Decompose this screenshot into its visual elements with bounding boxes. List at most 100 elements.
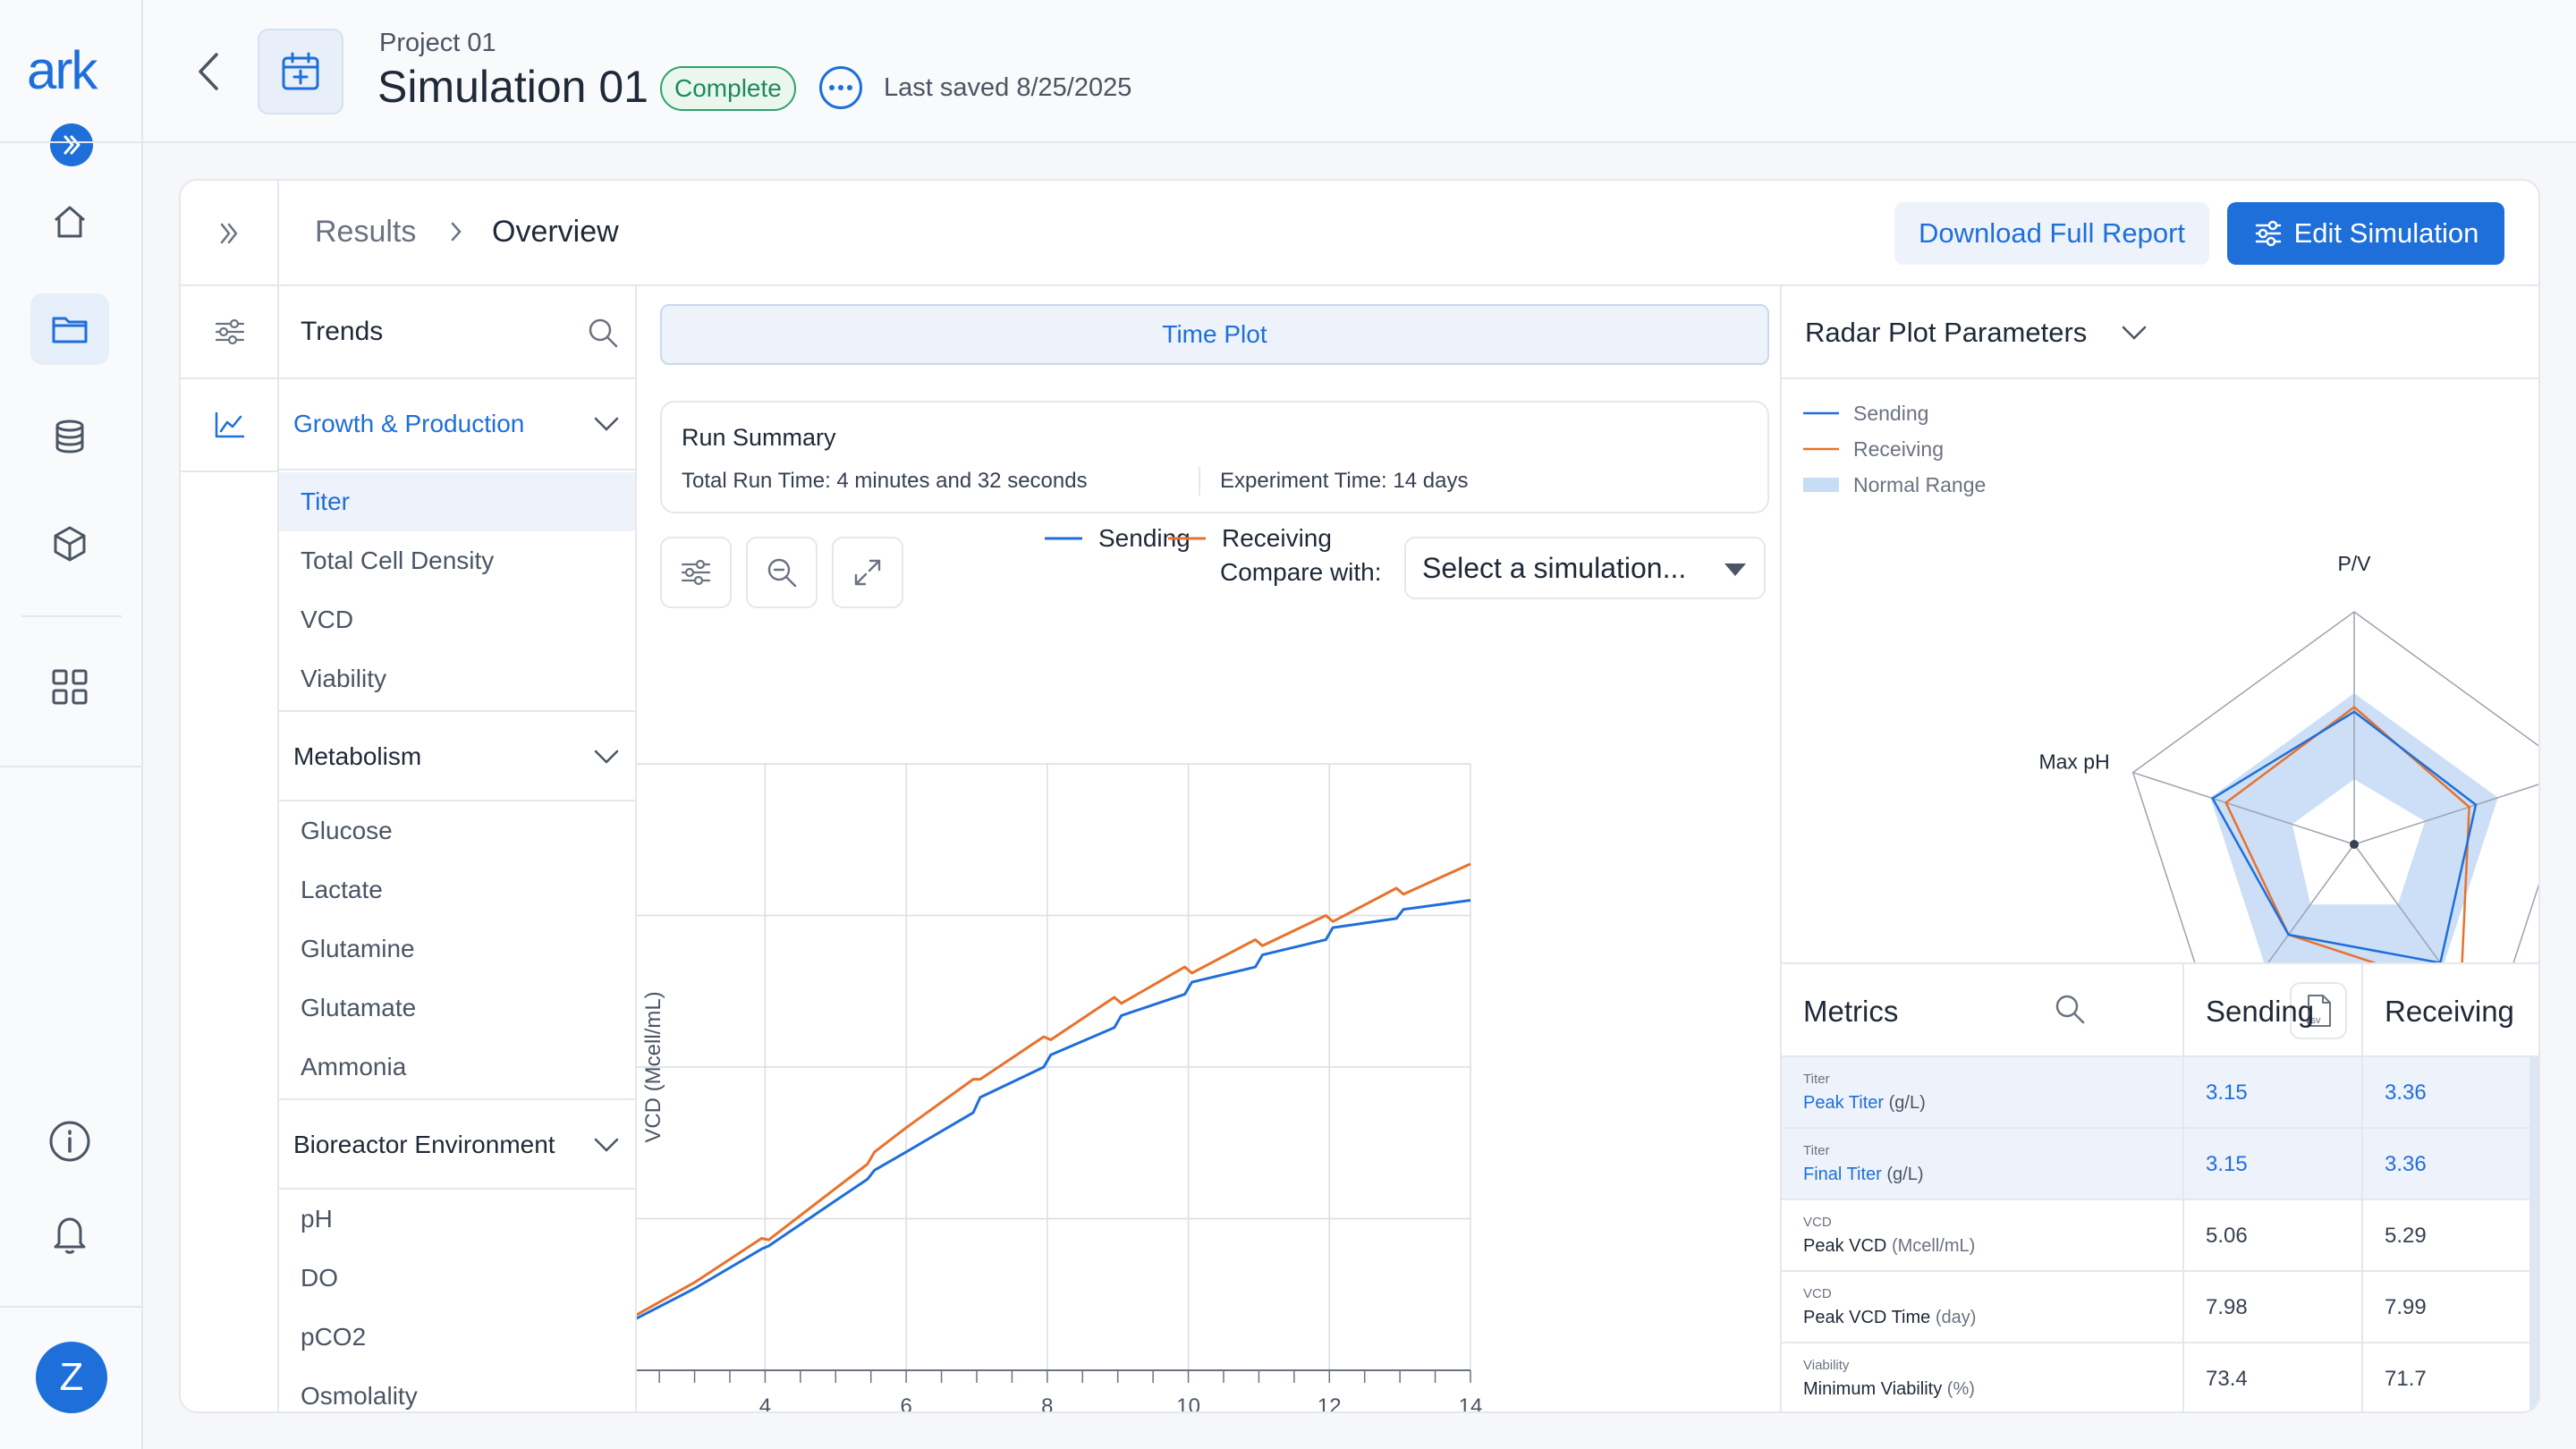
radar-spoke: [2353, 843, 2441, 962]
breadcrumb-results[interactable]: Results: [315, 215, 417, 249]
metric-unit: (%): [1946, 1379, 1975, 1399]
nav-info[interactable]: [30, 1106, 109, 1177]
trend-item-total-cell-density[interactable]: Total Cell Density: [301, 547, 495, 574]
metric-receiving-value: 7.99: [2385, 1295, 2427, 1319]
trend-item-osmolality[interactable]: Osmolality: [301, 1382, 418, 1410]
metric-category: Titer: [1803, 1072, 1830, 1087]
radar-legend-swatch: [1803, 478, 1839, 492]
trend-item-ammonia[interactable]: Ammonia: [301, 1053, 407, 1080]
metric-sending-value: 73.4: [2206, 1367, 2248, 1391]
nav-notifications[interactable]: [30, 1199, 109, 1270]
trend-item-viability[interactable]: Viability: [301, 665, 386, 692]
chevrons-right-icon: [220, 223, 238, 244]
metric-category: VCD: [1803, 1286, 1832, 1301]
compare-select-value: Select a simulation...: [1422, 551, 1687, 584]
trend-item-vcd[interactable]: VCD: [301, 606, 354, 633]
trend-item-ph[interactable]: pH: [301, 1205, 333, 1233]
col-divider: [2361, 964, 2363, 1411]
compare-label: Compare with:: [1220, 558, 1382, 586]
run-time-text: Total Run Time: 4 minutes and 32 seconds: [682, 469, 1088, 493]
zoom-out-icon: [767, 558, 797, 588]
nav-database[interactable]: [30, 401, 109, 472]
trend-item-glutamate[interactable]: Glutamate: [301, 994, 417, 1021]
metrics-scrollbar[interactable]: [2529, 1057, 2538, 1411]
trend-item-glutamine[interactable]: Glutamine: [301, 935, 415, 962]
expand-rail-button[interactable]: [50, 123, 93, 166]
tab-time-plot[interactable]: Time Plot: [660, 304, 1769, 365]
card-toolbar: Results Overview Download Full Report Ed…: [181, 181, 2538, 286]
group-header-metabolism[interactable]: Metabolism: [279, 710, 635, 801]
metric-sending-value: 3.15: [2206, 1080, 2248, 1105]
metric-receiving-value: 3.36: [2385, 1080, 2427, 1105]
run-summary-box: Run Summary Total Run Time: 4 minutes an…: [660, 401, 1769, 513]
search-metrics-button[interactable]: [2052, 991, 2088, 1031]
group-header-bioreactor[interactable]: Bioreactor Environment: [279, 1098, 635, 1190]
trend-item-do[interactable]: DO: [301, 1264, 338, 1292]
metric-row[interactable]: VCD Peak VCD Time (day) 7.98 7.99: [1782, 1272, 2529, 1343]
results-card: Results Overview Download Full Report Ed…: [179, 179, 2540, 1413]
metric-unit: (g/L): [1888, 1093, 1926, 1113]
sliders-icon: [215, 318, 245, 345]
metric-category: VCD: [1803, 1215, 1832, 1230]
vcd-time-plot: 0246810121405101520Duration (days)VCD (M…: [637, 524, 1482, 1413]
bell-icon: [54, 1217, 86, 1254]
trend-item-pco2[interactable]: pCO2: [301, 1323, 367, 1351]
x-tick-label: 6: [900, 1394, 911, 1413]
radar-header[interactable]: Radar Plot Parameters: [1782, 286, 2538, 379]
trend-item-glucose[interactable]: Glucose: [301, 817, 393, 844]
metric-name: Minimum Viability (%): [1803, 1379, 1975, 1400]
metric-row[interactable]: VCD Peak VCD (Mcell/mL) 5.06 5.29: [1782, 1200, 2529, 1272]
trends-panel: Trends Growth & Production Titer Total C…: [279, 286, 637, 1411]
metric-row[interactable]: Titer Peak Titer (g/L) 3.15 3.36: [1782, 1057, 2529, 1129]
user-avatar[interactable]: Z: [36, 1342, 107, 1413]
expand-panel-button[interactable]: [181, 181, 279, 286]
metrics-header: Metrics csv Sending Receiving: [1782, 964, 2538, 1057]
metric-name-text: Peak VCD Time: [1803, 1308, 1931, 1327]
metric-row[interactable]: Viability Minimum Viability (%) 73.4 71.7: [1782, 1343, 2529, 1411]
last-saved-text: Last saved 8/25/2025: [884, 73, 1132, 102]
folder-icon: [52, 317, 88, 343]
x-tick-label: 12: [1318, 1394, 1342, 1413]
y-axis-label: VCD (Mcell/mL): [641, 991, 665, 1142]
trends-view-button[interactable]: [181, 379, 279, 472]
metric-name-text: Peak Titer: [1803, 1093, 1885, 1113]
app-logo[interactable]: ark: [27, 40, 97, 100]
nav-models[interactable]: [30, 508, 109, 580]
plot-settings-button[interactable]: [660, 537, 732, 608]
filter-settings-button[interactable]: [181, 286, 279, 379]
metric-unit: (Mcell/mL): [1891, 1236, 1976, 1256]
nav-projects[interactable]: [30, 293, 109, 365]
metric-receiving-value: 5.29: [2385, 1224, 2427, 1248]
export-csv-button[interactable]: csv: [2290, 982, 2347, 1039]
metrics-table: Metrics csv Sending Receiving Titer Peak …: [1782, 962, 2538, 1411]
search-icon: [2055, 995, 2085, 1024]
radar-legend-label: Normal Range: [1853, 473, 1986, 496]
trend-item-titer[interactable]: Titer: [279, 472, 635, 531]
zoom-out-button[interactable]: [746, 537, 818, 608]
group-header-growth[interactable]: Growth & Production: [279, 379, 635, 470]
compare-simulation-select[interactable]: Select a simulation...: [1404, 537, 1766, 599]
series-line-receiving: [637, 862, 1471, 1317]
info-icon: [49, 1121, 90, 1162]
edit-simulation-label: Edit Simulation: [2293, 217, 2479, 249]
x-tick-label: 8: [1041, 1394, 1053, 1413]
radar-axis-label: Max pH: [2038, 750, 2109, 774]
panel-icon-column: [181, 286, 279, 1411]
csv-file-icon: [2308, 995, 2331, 1027]
search-trends-button[interactable]: [585, 315, 621, 355]
group-title: Bioreactor Environment: [293, 1131, 555, 1158]
download-report-button[interactable]: Download Full Report: [1894, 202, 2209, 265]
trend-item-lactate[interactable]: Lactate: [301, 876, 383, 903]
group-title: Metabolism: [293, 742, 422, 770]
back-button[interactable]: [182, 45, 236, 98]
radar-series-receiving: [2224, 705, 2470, 962]
expand-plot-button[interactable]: [832, 537, 903, 608]
project-name[interactable]: Project 01: [379, 29, 496, 57]
more-options-button[interactable]: [819, 66, 862, 109]
radar-metrics-panel: Radar Plot Parameters Sending Receiving No…: [1782, 286, 2538, 1411]
nav-apps[interactable]: [30, 651, 109, 723]
nav-home[interactable]: [30, 186, 109, 258]
sliders-icon: [681, 559, 711, 586]
edit-simulation-button[interactable]: Edit Simulation: [2227, 202, 2504, 265]
metric-row[interactable]: Titer Final Titer (g/L) 3.15 3.36: [1782, 1129, 2529, 1200]
